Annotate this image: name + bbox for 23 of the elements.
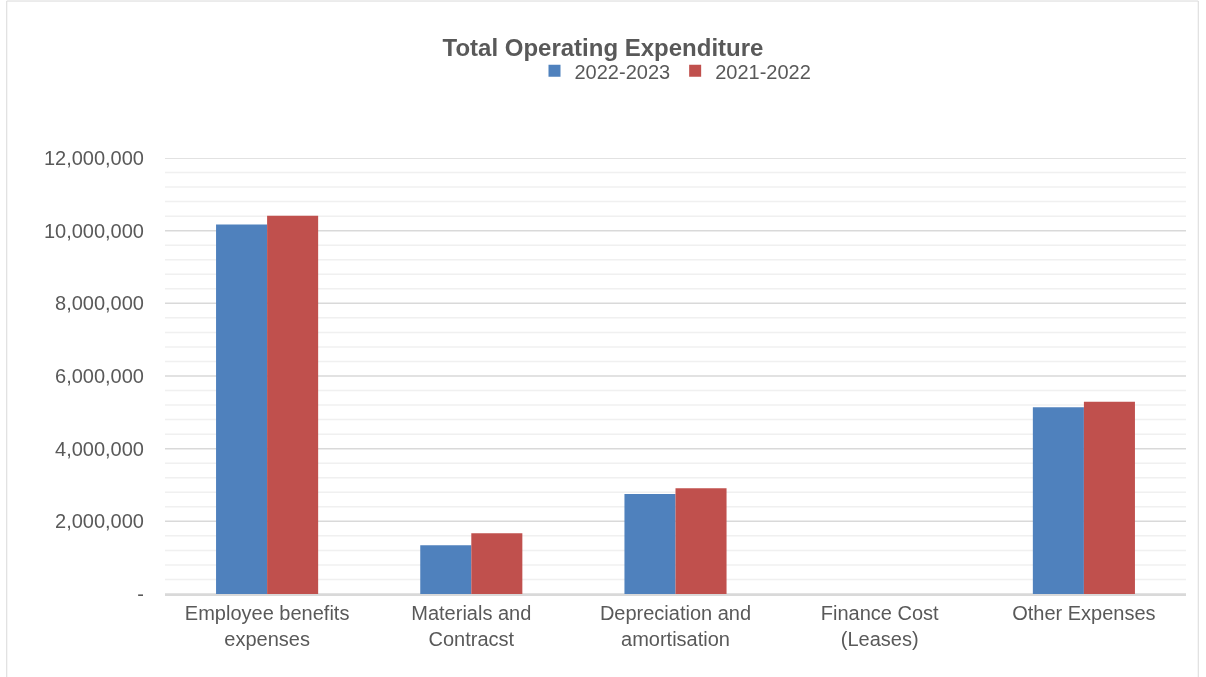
legend-label: 2022-2023 xyxy=(574,60,671,83)
y-tick-label: 8,000,000 xyxy=(55,292,144,315)
y-tick-label: 10,000,000 xyxy=(43,219,144,242)
legend-label: 2021-2022 xyxy=(715,60,811,83)
bar xyxy=(624,494,676,594)
bar xyxy=(420,545,472,594)
x-tick-label: Materials and Contracst xyxy=(411,601,532,650)
x-tick-label: Other Expenses xyxy=(1012,601,1156,624)
bar xyxy=(267,215,319,594)
y-tick-label: 2,000,000 xyxy=(55,510,144,533)
x-tick-label: Depreciation and amortisation xyxy=(599,601,752,650)
bar xyxy=(675,488,727,594)
bar xyxy=(1032,407,1084,594)
x-tick-label: Finance Cost (Leases) xyxy=(820,601,940,650)
bar xyxy=(1083,401,1135,594)
chart-title: Total Operating Expenditure xyxy=(442,33,764,61)
y-tick-label: - xyxy=(137,583,144,605)
x-tick-label: Employee benefits expenses xyxy=(184,601,350,650)
y-tick-label: 12,000,000 xyxy=(43,147,144,169)
y-tick-label: 4,000,000 xyxy=(55,437,144,460)
y-tick-label: 6,000,000 xyxy=(55,365,144,387)
bar xyxy=(216,224,268,594)
bar xyxy=(471,533,523,594)
